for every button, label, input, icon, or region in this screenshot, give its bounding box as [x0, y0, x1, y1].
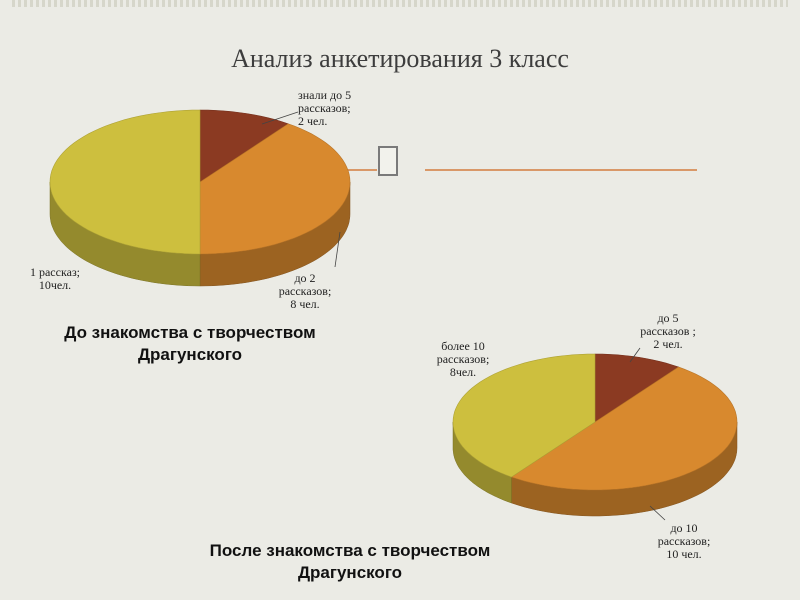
pie-1-data-label-2: до 2 рассказов; 8 чел.: [279, 271, 332, 311]
pie-2-slice-1: [594, 353, 680, 423]
pie-1-slice-3: [49, 109, 201, 255]
slide-title: Анализ анкетирования 3 класс: [231, 44, 569, 73]
placeholder-icon: [378, 146, 398, 176]
pie-chart-1: знали до 5 рассказов; 2 чел. до 2 рассказов;…: [30, 88, 351, 311]
pie-2-leader-line-2: [649, 505, 666, 521]
pie-1-data-label-1: знали до 5 рассказов; 2 чел.: [298, 88, 351, 128]
pie-1-data-label-3: 1 рассказ; 10чел.: [30, 265, 80, 292]
decorative-line-right: [425, 169, 697, 171]
pie-1-slice-2: [199, 123, 351, 255]
chart-2-caption: После знакомства с творчеством Драгунско…: [209, 541, 491, 582]
pie-1-leader-line-2: [334, 231, 341, 268]
pie-1-slice-1: [199, 109, 289, 183]
pie-2-slice-3: [452, 353, 596, 478]
chart-1-caption: До знакомства с творчеством Драгунского: [64, 323, 316, 364]
pie-2-slice-2: [510, 366, 738, 491]
pie-2-data-label-3: более 10 рассказов; 8чел.: [437, 339, 490, 379]
decorative-line-left: [347, 169, 377, 171]
pie-2-leader-line-1: [629, 347, 641, 363]
pie-1-leader-line-1: [261, 111, 299, 125]
pie-2-data-label-1: до 5 рассказов ; 2 чел.: [640, 311, 696, 351]
top-stripe: [12, 0, 788, 7]
pie-2-data-label-2: до 10 рассказов; 10 чел.: [658, 521, 711, 561]
pie-chart-2: до 5 рассказов ; 2 чел. до 10 рассказов; 10 ч…: [437, 311, 738, 561]
